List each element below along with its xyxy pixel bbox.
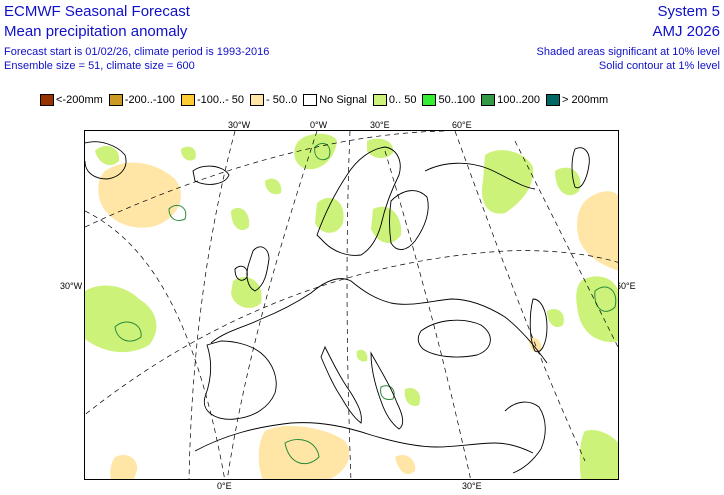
legend-label: 0.. 50 [388,94,417,106]
subtitle: Mean precipitation anomaly [4,23,188,40]
negative-anomaly-areas [98,162,618,479]
legend-swatch [372,94,387,106]
legend-label: -100..- 50 [196,94,245,106]
season-label: AMJ 2026 [652,23,720,40]
top-lon-label-0: 0°W [310,120,328,130]
title: ECMWF Seasonal Forecast [4,3,190,20]
legend-swatch [481,94,496,106]
top-lon-label-30w: 30°W [228,120,251,130]
legend-label: <-200mm [56,94,103,106]
shaded-note: Shaded areas significant at 10% level [536,46,720,58]
top-lon-label-60e: 60°E [452,120,472,130]
legend-swatch [40,94,54,106]
right-lon-label-60e: 60°E [616,281,636,291]
legend-item: - 50..0 [250,94,297,106]
legend-item: <-200mm [40,94,103,106]
legend-label: 100..200 [497,94,540,106]
positive-anomaly-areas [85,133,618,479]
top-lon-label-30e: 30°E [370,120,390,130]
legend-label: No Signal [319,94,367,106]
legend-swatch [303,94,318,106]
left-lon-label-30w: 30°W [60,281,83,291]
legend-swatch [108,94,123,106]
legend-label: - 50..0 [266,94,298,106]
coastlines [85,141,590,474]
system-label: System 5 [657,3,720,20]
legend-swatch [422,94,437,106]
legend: <-200mm -200..-100 -100..- 50 - 50..0 No Sig… [40,93,614,107]
bottom-lon-label-30e: 30°E [462,481,482,491]
legend-item: -200..-100 [108,94,175,106]
forecast-info: Forecast start is 01/02/26, climate peri… [4,46,270,58]
contour-note: Solid contour at 1% level [598,60,720,72]
ensemble-info: Ensemble size = 51, climate size = 600 [4,60,195,72]
legend-item: 100..200 [481,94,540,106]
legend-item: > 200mm [545,94,609,106]
legend-item: 0.. 50 [372,94,417,106]
graticule [85,131,618,479]
bottom-lon-label-0: 0°E [217,481,232,491]
legend-swatch [545,94,560,106]
legend-label: -200..-100 [124,94,175,106]
legend-item: -100..- 50 [180,94,245,106]
legend-swatch [180,94,195,106]
legend-label: > 200mm [561,94,609,106]
map-panel [84,130,619,480]
legend-item: No Signal [303,94,367,106]
legend-swatch [250,94,265,106]
map-canvas [85,131,618,479]
legend-item: 50..100 [422,94,475,106]
legend-label: 50..100 [438,94,476,106]
